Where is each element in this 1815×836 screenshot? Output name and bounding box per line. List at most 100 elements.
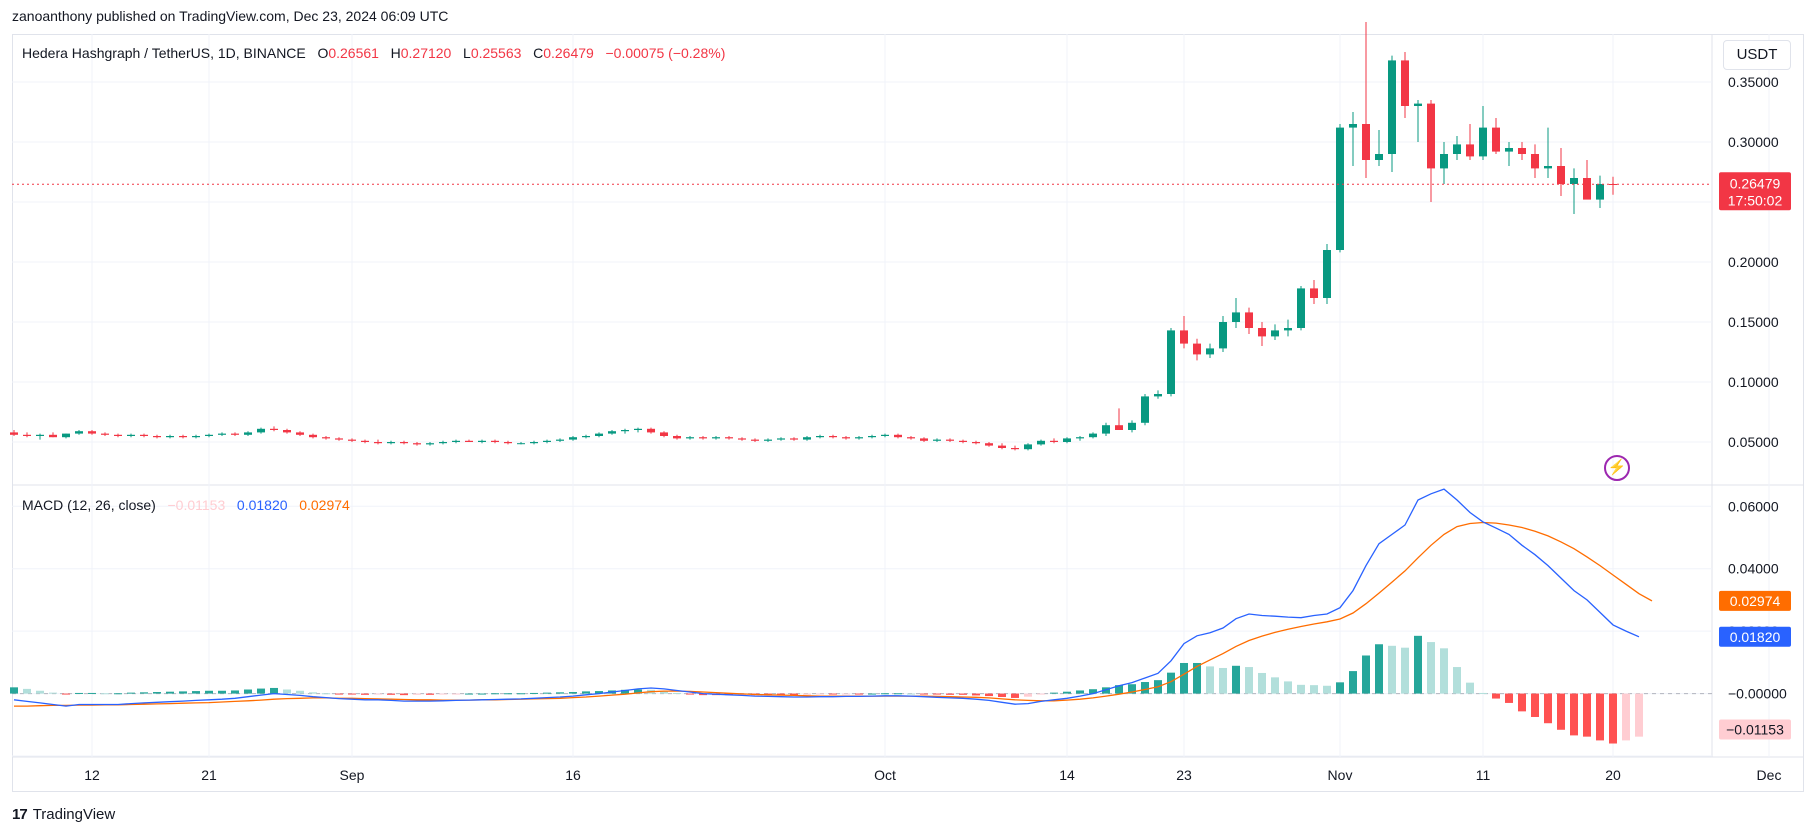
candle-body [244,432,252,435]
macd-histogram-bar [699,693,707,696]
macd-histogram-bar [309,692,317,694]
candle-body [816,436,824,438]
candle-body [36,434,44,436]
candle-body [1596,184,1604,200]
hist-value-badge-label: −0.01153 [1726,721,1784,737]
macd-histogram-bar [153,692,161,694]
lightning-bolt-icon[interactable]: ⚡ [1604,455,1630,481]
currency-unit-button[interactable]: USDT [1723,40,1791,70]
countdown-label: 17:50:02 [1728,192,1783,208]
candle-body [543,440,551,442]
grid-layer [12,34,1803,758]
macd-histogram-bar [374,693,382,695]
candle-body [205,434,213,436]
macd-histogram-bar [1414,635,1422,694]
candle-body [439,442,447,444]
candle-body [166,436,174,438]
candle-body [751,439,759,441]
macd-title[interactable]: MACD (12, 26, close) [22,497,156,513]
candle-body [1505,148,1513,152]
macd-histogram-bar [426,693,434,695]
chart-frame [12,34,1804,792]
open-value: 0.26561 [328,45,379,61]
candle-body [218,433,226,435]
candle-body [894,434,902,438]
axes-layer: 0.050000.100000.150000.200000.250000.300… [84,74,1791,783]
macd-histogram-bar [920,693,928,695]
macd-histogram-bar [1115,685,1123,694]
macd-histogram-bar [1583,693,1591,737]
macd-histogram-bar [660,691,668,694]
candle-body [1349,124,1357,128]
macd-histogram-bar [270,687,278,694]
macd-histogram-bar [842,693,850,695]
candle-body [1232,312,1240,322]
macd-hist-value: −0.01153 [167,497,226,513]
tradingview-mark-icon: 17 [12,806,28,823]
macd-histogram-bar [790,693,798,696]
macd-histogram-bar [881,693,889,695]
macd-histogram-bar [36,690,44,694]
candle-body [1479,127,1487,157]
macd-histogram-bar [543,692,551,694]
candle-body [348,439,356,441]
macd-histogram-bar [907,693,915,695]
candle-body [1258,328,1266,337]
candle-body [829,436,837,438]
candle-body [192,436,200,438]
macd-histogram-bar [231,690,239,694]
macd-histogram-bar [179,691,187,694]
candle-body [595,433,603,436]
candle-body [1427,103,1435,169]
symbol-label[interactable]: Hedera Hashgraph / TetherUS, 1D, BINANCE [22,45,306,61]
macd-histogram-bar [1544,693,1552,724]
candle-body [725,437,733,439]
candle-body [881,434,889,436]
macd-histogram-bar [1089,689,1097,694]
candle-body [1375,154,1383,160]
x-tick-label: 16 [565,767,581,783]
candle-body [517,443,525,445]
macd-histogram-bar [1180,662,1188,694]
candle-body [907,437,915,439]
macd-histogram-bar [439,693,447,695]
candle-body [1076,437,1084,439]
candle-body [10,432,18,435]
candle-body [88,431,96,434]
macd-histogram-bar [1518,693,1526,712]
candle-body [777,438,785,440]
macd-value-badge-label: 0.01820 [1730,629,1781,645]
macd-histogram-bar [595,691,603,694]
candle-body [452,440,460,442]
x-tick-label: 14 [1059,767,1075,783]
candle-body [1011,448,1019,450]
candle-body [1310,288,1318,298]
macd-indicator [10,488,1653,744]
tradingview-logo[interactable]: 17 TradingView [12,806,115,823]
candle-body [764,439,772,441]
candle-body [1492,127,1500,152]
candle-body [283,430,291,433]
candle-body [855,437,863,439]
price-legend: Hedera Hashgraph / TetherUS, 1D, BINANCE… [22,45,725,61]
signal-value-badge-label: 0.02974 [1730,593,1781,609]
macd-histogram-bar [1141,682,1149,694]
macd-histogram-bar [478,693,486,695]
candle-body [1089,433,1097,438]
x-tick-label: Oct [874,767,896,783]
macd-histogram-bar [504,693,512,695]
candle-body [1518,148,1526,154]
macd-histogram-bar [218,690,226,694]
macd-histogram-bar [1505,693,1513,703]
candle-body [1206,348,1214,355]
macd-histogram-bar [452,693,460,695]
macd-histogram-bar [322,693,330,695]
high-value: 0.27120 [400,45,452,61]
candle-body [1063,438,1071,442]
candle-body [465,440,473,442]
candle-body [491,440,499,442]
macd-histogram-bar [283,689,291,694]
macd-histogram-bar [1622,693,1630,741]
macd-histogram-bar [1063,691,1071,694]
